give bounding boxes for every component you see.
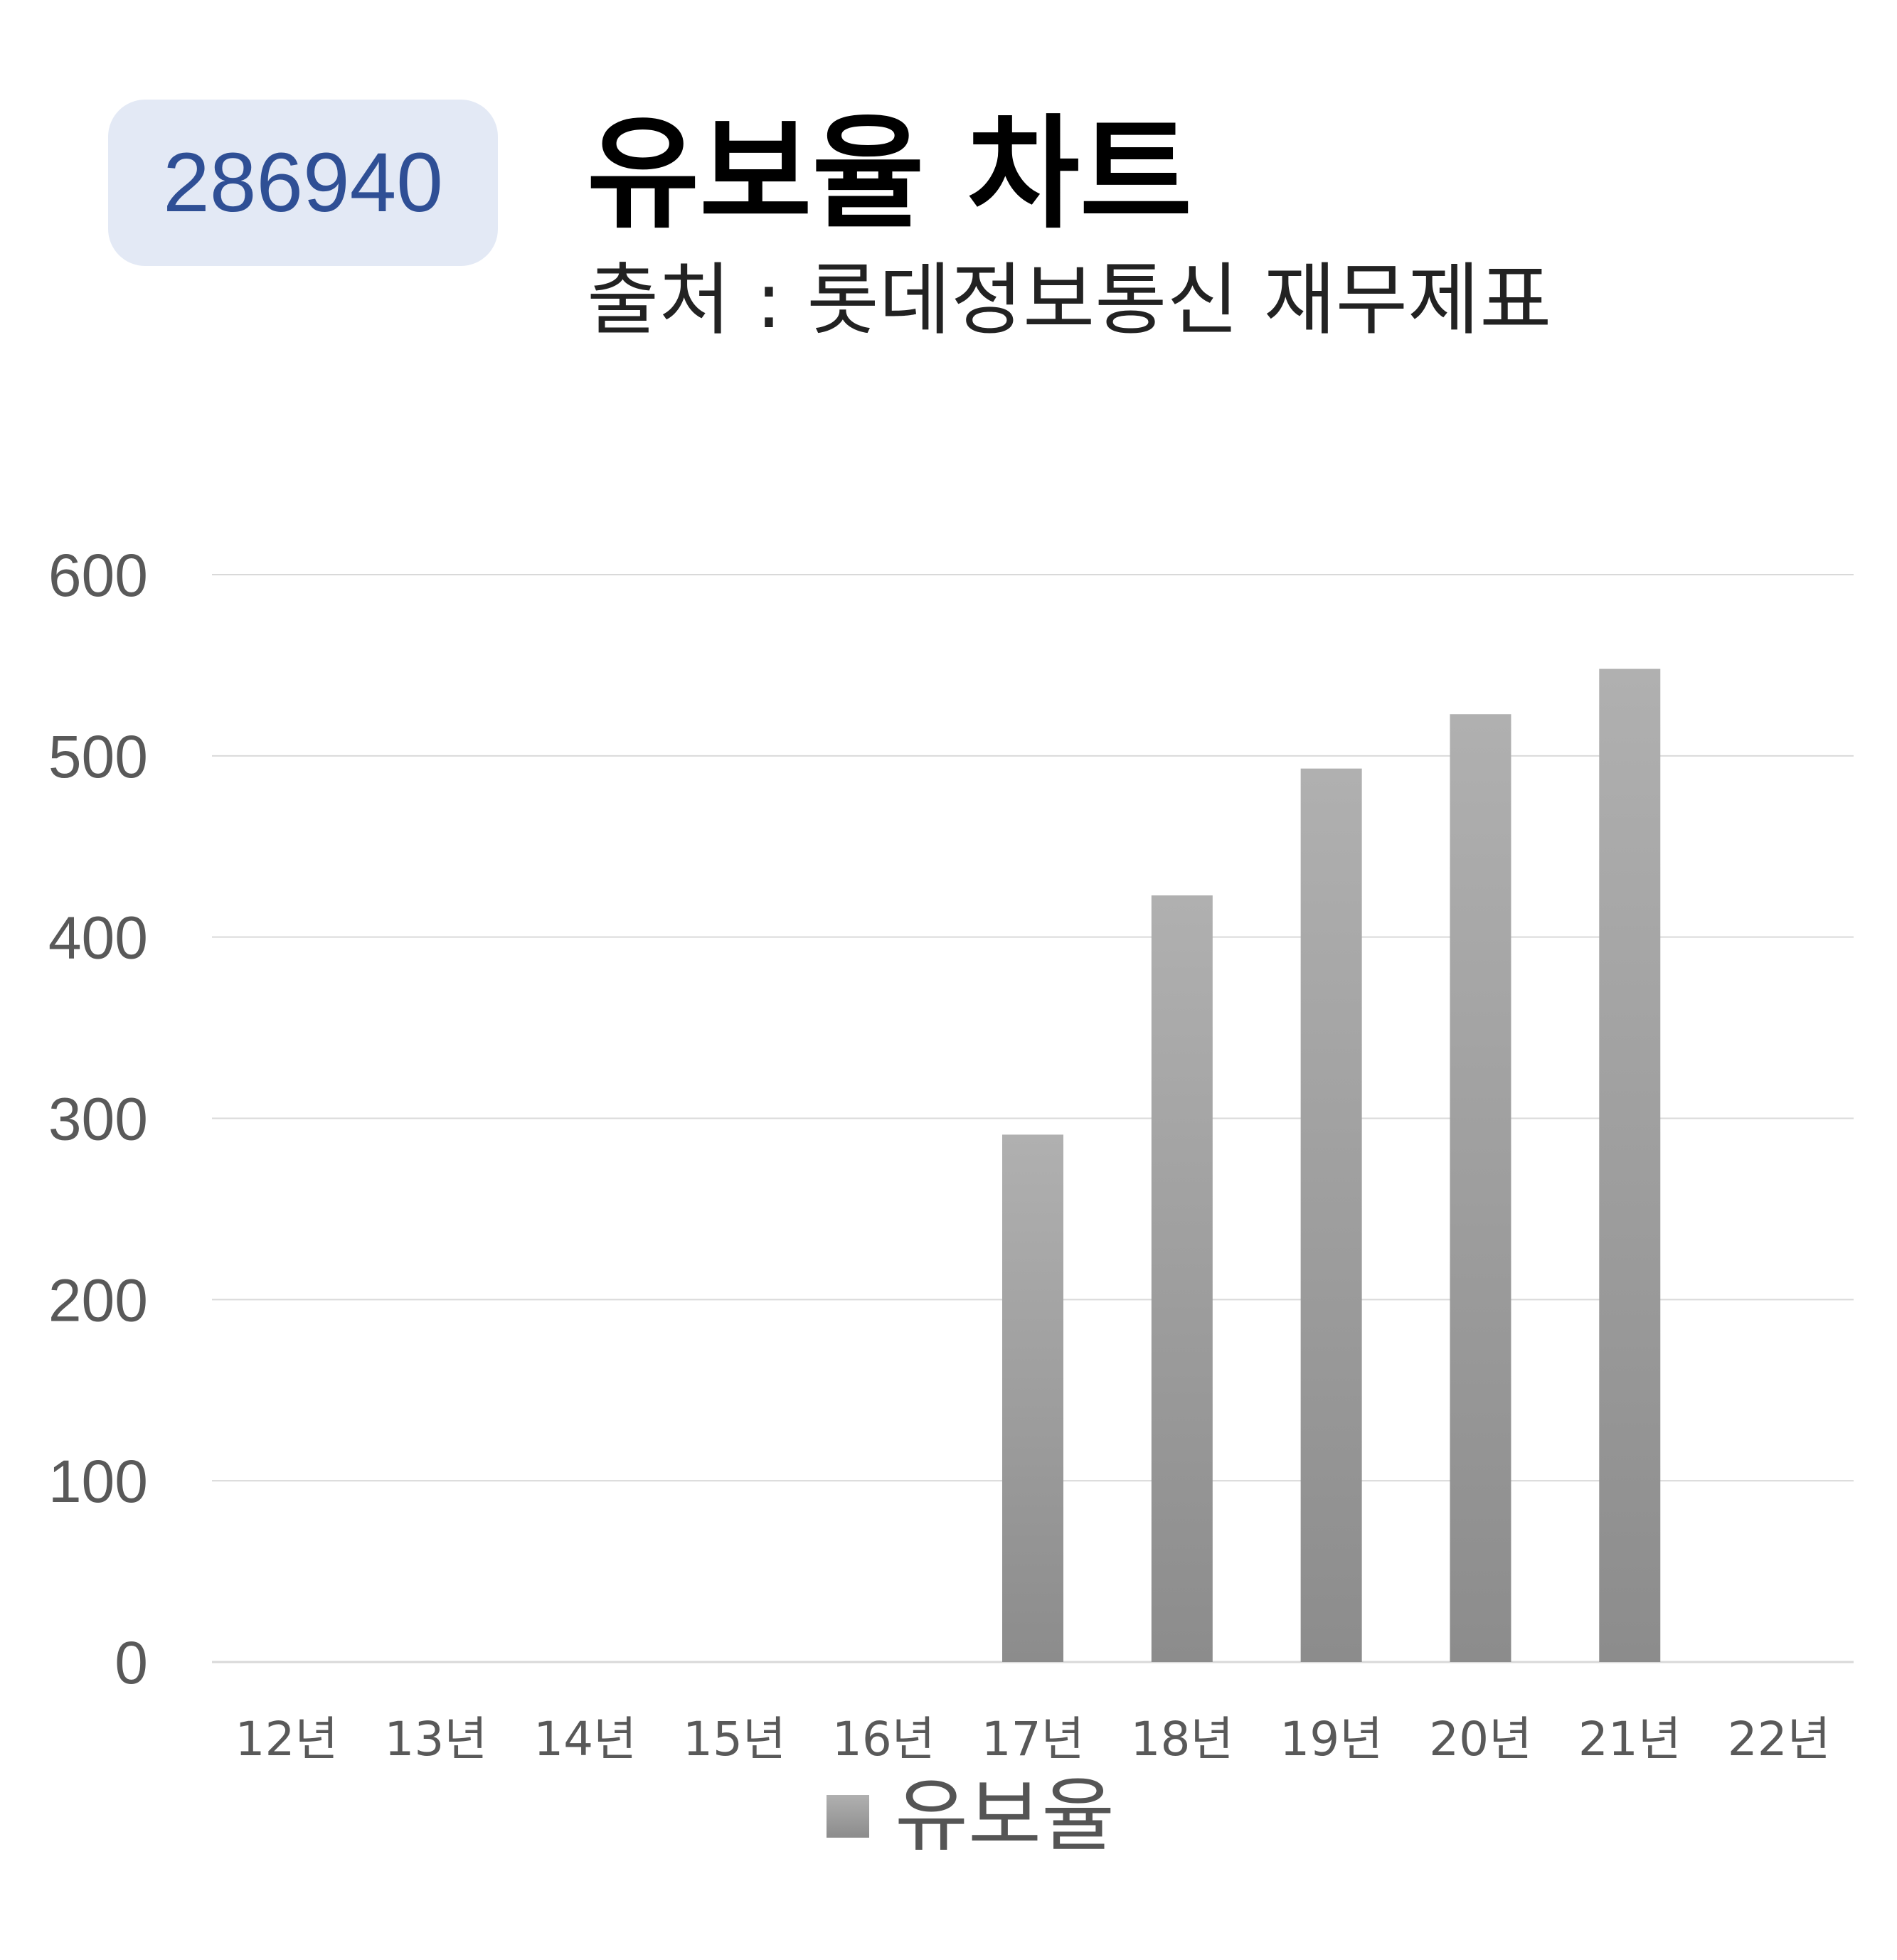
chart-title: 유보율 차트 (587, 102, 1193, 245)
x-tick-label: 15년 (683, 1712, 786, 1767)
x-tick-label: 16년 (832, 1712, 935, 1767)
y-axis-ticks: 0 100 200 300 400 500 600 (48, 542, 148, 1696)
legend-label: 유보율 (895, 1770, 1115, 1863)
x-tick-label: 21년 (1578, 1712, 1681, 1767)
stock-code-badge: 286940 (108, 100, 498, 266)
y-tick-label: 600 (48, 542, 148, 609)
bar-19년 (1300, 768, 1362, 1662)
bar-21년 (1599, 669, 1661, 1662)
x-tick-label: 14년 (533, 1712, 637, 1767)
y-tick-label: 100 (48, 1448, 148, 1515)
bar-20년 (1450, 714, 1511, 1662)
bars (1002, 669, 1661, 1662)
y-tick-label: 300 (48, 1086, 148, 1153)
x-tick-label: 20년 (1429, 1712, 1532, 1767)
source-note: 출처 : 롯데정보통신 재무제표 (587, 255, 1552, 346)
y-tick-label: 200 (48, 1267, 148, 1333)
bar-17년 (1002, 1134, 1063, 1662)
x-axis-ticks: 12년 13년 14년 15년 16년 17년 18년 19년 20년 21년 22년 (235, 1712, 1831, 1767)
y-tick-label: 400 (48, 905, 148, 971)
x-tick-label: 13년 (384, 1712, 487, 1767)
x-tick-label: 19년 (1280, 1712, 1383, 1767)
x-tick-label: 18년 (1130, 1712, 1233, 1767)
y-tick-label: 500 (48, 723, 148, 790)
legend-swatch (827, 1795, 869, 1838)
x-tick-label: 17년 (982, 1712, 1085, 1767)
y-tick-label: 0 (115, 1629, 148, 1696)
legend: 유보율 (827, 1777, 1115, 1856)
bar-18년 (1151, 895, 1213, 1662)
x-tick-label: 22년 (1728, 1712, 1831, 1767)
x-tick-label: 12년 (235, 1712, 339, 1767)
